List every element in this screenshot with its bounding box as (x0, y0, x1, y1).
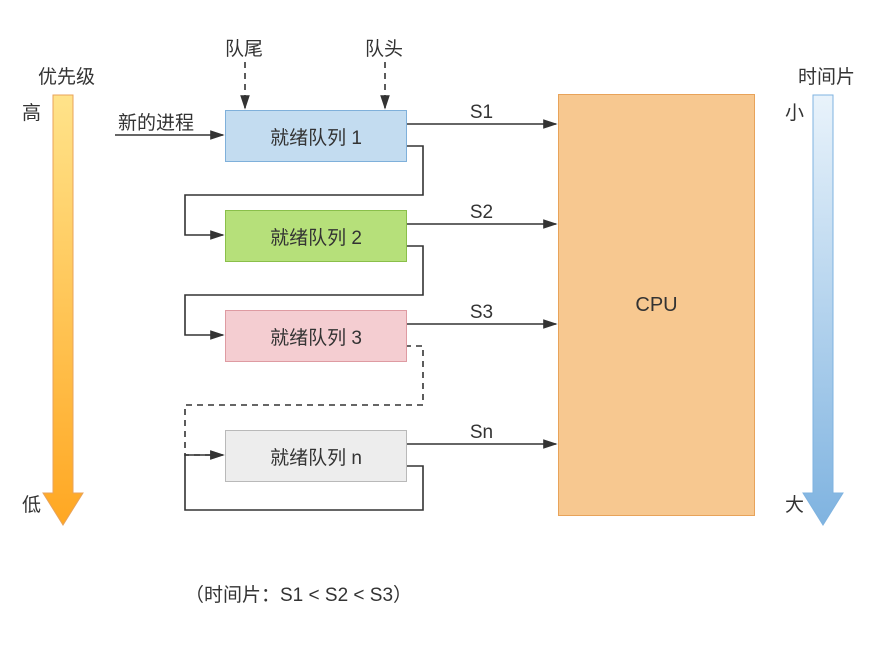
bottom-note: （时间片：S1 < S2 < S3） (185, 580, 412, 607)
cpu-box: CPU (558, 94, 755, 516)
new-process-label: 新的进程 (118, 108, 194, 135)
priority-bottom-label: 低 (22, 490, 41, 517)
timeslice-arrow (803, 95, 843, 525)
queue-tail-label: 队尾 (225, 34, 263, 61)
priority-arrow (43, 95, 83, 525)
queue-box-2: 就绪队列 2 (225, 210, 407, 262)
queue-box-4: 就绪队列 n (225, 430, 407, 482)
priority-top-label: 高 (22, 98, 41, 125)
svg-text:S3: S3 (470, 302, 493, 323)
svg-text:Sn: Sn (470, 422, 493, 443)
diagram-canvas: S1 S2 S3 Sn 优先级 高 低 时间片 小 大 队尾 队头 新的进程 （时间片… (0, 0, 878, 650)
timeslice-title: 时间片 (798, 62, 855, 89)
svg-text:S2: S2 (470, 202, 493, 223)
cpu-label: CPU (635, 294, 677, 317)
svg-text:S1: S1 (470, 102, 493, 123)
queue-box-3: 就绪队列 3 (225, 310, 407, 362)
tail-head-pointers (245, 62, 385, 108)
timeslice-top-label: 小 (785, 98, 804, 125)
priority-title: 优先级 (38, 62, 95, 89)
queue-box-1: 就绪队列 1 (225, 110, 407, 162)
timeslice-bottom-label: 大 (785, 490, 804, 517)
queue-head-label: 队头 (365, 34, 403, 61)
